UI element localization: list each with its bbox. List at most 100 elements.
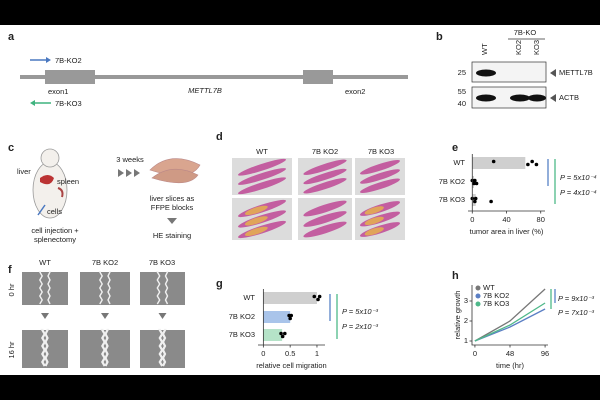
column-label: WT bbox=[256, 147, 268, 156]
legend-marker bbox=[475, 285, 481, 291]
tumor bbox=[364, 227, 384, 236]
arrow-head bbox=[30, 100, 35, 106]
p-value: P = 7x10⁻³ bbox=[558, 308, 594, 317]
pointer bbox=[550, 94, 556, 102]
marker-label: 55 bbox=[458, 87, 466, 96]
panel-label: d bbox=[216, 131, 223, 143]
tumor bbox=[364, 206, 384, 215]
scratch-edge bbox=[38, 271, 44, 305]
schematic-label: spleen bbox=[57, 177, 79, 186]
panel-label: c bbox=[8, 142, 14, 154]
panel-label: a bbox=[8, 31, 15, 43]
arrow bbox=[41, 313, 49, 319]
legend-marker bbox=[475, 293, 481, 299]
x-tick-label: 80 bbox=[537, 215, 545, 224]
y-tick-label: 3 bbox=[464, 296, 468, 305]
arrow bbox=[101, 313, 109, 319]
schematic-label: splenectomy bbox=[34, 235, 76, 244]
schematic-label: HE staining bbox=[153, 231, 191, 240]
protein-label: ACTB bbox=[559, 93, 579, 102]
tissue bbox=[360, 178, 400, 193]
schematic-label: FFPE blocks bbox=[151, 203, 194, 212]
data-point bbox=[491, 159, 496, 164]
category-label: WT bbox=[243, 293, 255, 302]
data-point bbox=[473, 178, 477, 183]
tissue bbox=[360, 169, 400, 184]
primer-label: 7B-KO2 bbox=[55, 56, 82, 65]
marker-label: 40 bbox=[458, 99, 466, 108]
tumor bbox=[244, 205, 268, 215]
panel-label: b bbox=[436, 31, 443, 43]
scratch-edge bbox=[156, 271, 161, 305]
scratch-edge bbox=[98, 271, 104, 305]
band bbox=[476, 94, 496, 102]
tissue bbox=[303, 178, 347, 194]
axes bbox=[471, 285, 548, 346]
data-point bbox=[288, 316, 292, 321]
schematic-label: cell injection + bbox=[31, 226, 79, 235]
legend-label: 7B KO2 bbox=[483, 291, 509, 300]
intron bbox=[20, 75, 408, 79]
schematic-label: liver bbox=[17, 167, 31, 176]
tumor bbox=[244, 226, 268, 236]
tumor bbox=[244, 216, 268, 226]
y-tick-label: 2 bbox=[464, 316, 468, 325]
p-value: P = 5x10⁻³ bbox=[342, 307, 378, 316]
x-tick-label: 48 bbox=[506, 349, 514, 358]
y-tick-label: 1 bbox=[464, 336, 468, 345]
panel-label: e bbox=[452, 142, 458, 154]
letterbox bbox=[0, 0, 600, 25]
scratch-image bbox=[80, 272, 130, 305]
column-label: 7B KO3 bbox=[368, 147, 394, 156]
histology: WT 7B KO2 7B KO3 bbox=[232, 147, 405, 240]
lane-label: KO3 bbox=[532, 40, 541, 55]
syringe bbox=[37, 204, 46, 216]
category-label: 7B KO2 bbox=[229, 312, 255, 321]
schematic-label: liver slices as bbox=[150, 194, 195, 203]
column-label: 7B KO2 bbox=[312, 147, 338, 156]
p-value: P = 5x10⁻⁴ bbox=[560, 173, 597, 182]
schematic-label: cells bbox=[47, 207, 62, 216]
liver-slices bbox=[151, 168, 199, 184]
category-label: WT bbox=[453, 158, 465, 167]
scratch-image bbox=[140, 272, 185, 305]
column-label: 7B KO2 bbox=[92, 258, 118, 267]
western-blot: 7B-KO WT KO2 KO3 25 55 40 METTL7B ACTB bbox=[458, 28, 593, 109]
data-point bbox=[280, 334, 285, 339]
column-label: 7B KO3 bbox=[149, 258, 175, 267]
scratch-edge bbox=[157, 328, 164, 367]
primer-label: 7B-KO3 bbox=[55, 99, 82, 108]
panel-label: f bbox=[8, 264, 12, 276]
data-point bbox=[279, 331, 283, 336]
schematic-label: 3 weeks bbox=[116, 155, 144, 164]
x-tick-label: 0 bbox=[473, 349, 477, 358]
category-label: 7B KO3 bbox=[229, 330, 255, 339]
scratch-image bbox=[22, 272, 68, 305]
scratch-edge bbox=[104, 328, 110, 367]
exon bbox=[303, 70, 333, 84]
p-value: P = 4x10⁻⁴ bbox=[560, 188, 597, 197]
blot-membrane bbox=[471, 86, 547, 109]
bar bbox=[472, 157, 526, 169]
scratch-edge bbox=[44, 328, 50, 367]
y-axis-label: relative growth bbox=[453, 291, 462, 340]
exon-label: exon2 bbox=[345, 87, 365, 96]
gene-label: METTL7B bbox=[188, 86, 222, 95]
legend-marker bbox=[475, 301, 481, 307]
data-point bbox=[312, 294, 317, 299]
data-point bbox=[472, 181, 476, 186]
tissue bbox=[238, 177, 286, 195]
x-tick-label: 96 bbox=[541, 349, 549, 358]
scratch-edge bbox=[100, 328, 106, 367]
bar bbox=[263, 329, 283, 341]
tissue bbox=[303, 211, 347, 227]
column-label: WT bbox=[39, 258, 51, 267]
tissue bbox=[238, 168, 286, 185]
scratch-edge bbox=[47, 271, 52, 305]
band bbox=[476, 69, 496, 77]
tissue bbox=[303, 159, 347, 175]
scratch-edge bbox=[164, 271, 169, 305]
tissue bbox=[303, 200, 347, 217]
tissue bbox=[303, 168, 347, 185]
data-point bbox=[473, 199, 477, 204]
